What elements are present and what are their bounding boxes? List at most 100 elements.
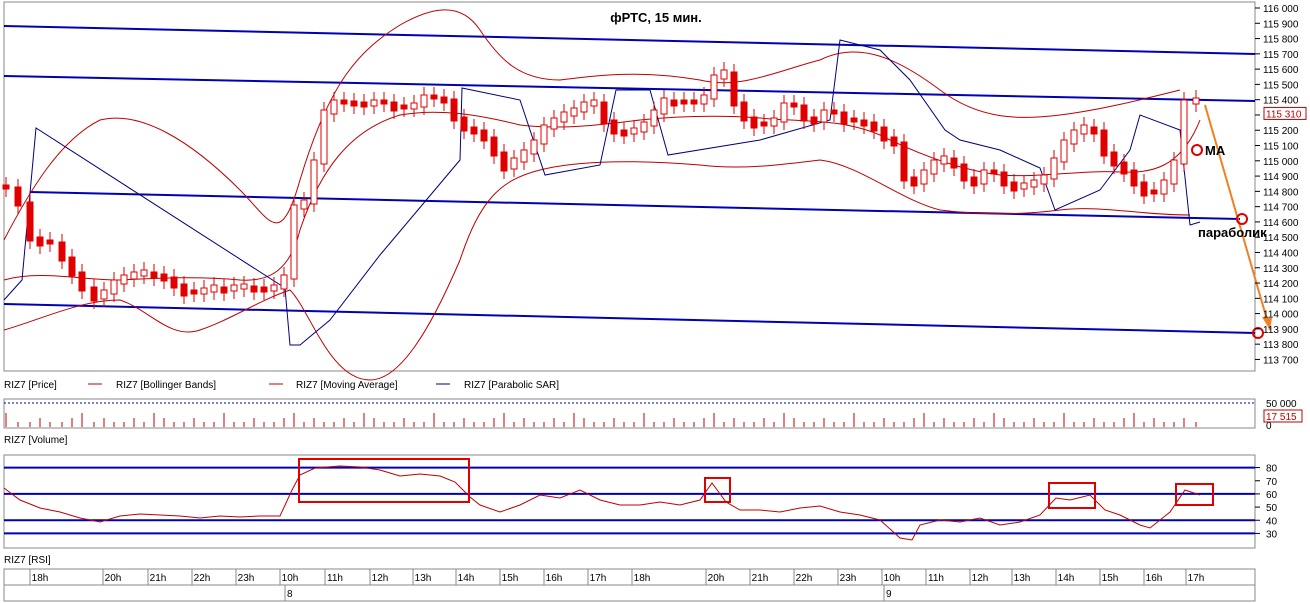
- candlestick: [600, 94, 608, 132]
- price-tick-label: 115 600: [1263, 65, 1299, 76]
- candlestick: [810, 109, 818, 132]
- candlestick: [270, 277, 278, 299]
- candlestick: [440, 89, 448, 111]
- candlestick: [830, 102, 838, 122]
- current-price-box: [1263, 106, 1307, 120]
- price-legend: RIZ7 [Price] RIZ7 [Bollinger Bands] RIZ7…: [4, 380, 559, 391]
- candlestick: [720, 62, 728, 87]
- target-marker: [1252, 327, 1264, 339]
- price-tick-label: 115 000: [1263, 157, 1299, 168]
- candlestick: [790, 95, 798, 115]
- rsi-highlight-box: [704, 477, 731, 503]
- candlestick: [110, 272, 118, 302]
- rsi-highlight-box: [1175, 483, 1214, 506]
- candlestick: [1192, 90, 1200, 112]
- candlestick: [90, 279, 98, 309]
- rsi-highlight-box: [298, 458, 470, 503]
- candlestick: [960, 156, 968, 189]
- candlestick: [410, 95, 418, 117]
- candlestick: [990, 162, 998, 182]
- candlestick: [360, 94, 368, 115]
- sar-annotation: параболик: [1198, 225, 1267, 240]
- trend-line: [3, 75, 1256, 102]
- candlestick: [950, 150, 958, 176]
- candlestick: [860, 112, 868, 134]
- hour-label: 13h: [415, 573, 432, 584]
- candlestick: [500, 144, 508, 179]
- candlestick: [760, 114, 768, 134]
- current-price-label: 115 310: [1266, 109, 1302, 120]
- candlestick: [280, 267, 288, 297]
- hour-label: 13h: [1014, 573, 1031, 584]
- volume-tick-0: 0: [1266, 421, 1272, 432]
- rsi-tick-label: 60: [1266, 490, 1278, 501]
- ma-marker: [1191, 144, 1203, 156]
- candlestick: [330, 92, 338, 122]
- candlestick: [290, 197, 298, 287]
- candlestick: [1050, 150, 1058, 187]
- ma-annotation: MA: [1205, 143, 1226, 158]
- candlestick: [58, 234, 66, 269]
- legend-ma: RIZ7 [Moving Average]: [296, 380, 398, 391]
- hour-label: 10h: [282, 573, 299, 584]
- volume-current-value: 17 515: [1266, 412, 1297, 423]
- hour-label: 17h: [590, 573, 607, 584]
- candlestick: [150, 264, 158, 286]
- candlestick: [36, 229, 44, 254]
- hour-label: 22h: [796, 573, 813, 584]
- day-label: 8: [287, 589, 293, 600]
- hour-label: 16h: [546, 573, 563, 584]
- hour-label: 21h: [150, 573, 167, 584]
- candlestick: [300, 192, 308, 217]
- price-tick-label: 114 700: [1263, 203, 1299, 214]
- hour-label: 15h: [1102, 573, 1119, 584]
- price-panel: [3, 1, 1256, 372]
- candlestick: [1030, 172, 1038, 195]
- hour-label: 17h: [1188, 573, 1205, 584]
- candlestick: [1140, 174, 1148, 204]
- candlestick: [650, 102, 658, 134]
- candlestick: [400, 97, 408, 117]
- candlestick: [2, 177, 10, 197]
- candlestick: [530, 132, 538, 162]
- hour-label: 23h: [840, 573, 857, 584]
- candlestick: [890, 129, 898, 154]
- candlestick: [1180, 92, 1188, 172]
- rsi-tick-label: 40: [1266, 516, 1278, 527]
- price-tick-label: 114 300: [1263, 264, 1299, 275]
- hour-label: 11h: [327, 573, 343, 584]
- price-tick-label: 114 600: [1263, 218, 1299, 229]
- candlestick: [340, 92, 348, 112]
- candlestick: [1090, 119, 1098, 142]
- hour-label: 14h: [458, 573, 475, 584]
- candlestick: [350, 93, 358, 114]
- candlestick: [1020, 175, 1028, 197]
- trend-line: [3, 25, 1256, 55]
- candlestick: [1130, 162, 1138, 194]
- price-tick-label: 113 700: [1263, 355, 1299, 366]
- price-tick-label: 115 800: [1263, 35, 1299, 46]
- forecast-arrowhead: [1262, 317, 1272, 330]
- hour-label: 21h: [752, 573, 769, 584]
- parabolic-sar: [3, 39, 1201, 346]
- candlestick: [1120, 154, 1128, 182]
- candlestick: [46, 232, 54, 252]
- hour-label: 20h: [105, 573, 122, 584]
- candlestick: [14, 179, 22, 214]
- hour-label: 10h: [884, 573, 901, 584]
- trend-line: [3, 303, 1256, 334]
- candlestick: [1000, 164, 1008, 194]
- candlestick: [980, 162, 988, 192]
- candlestick: [240, 276, 248, 297]
- candlestick: [100, 282, 108, 307]
- candlestick: [310, 152, 318, 212]
- price-tick-label: 115 200: [1263, 126, 1299, 137]
- candlestick: [220, 279, 228, 301]
- volume-tick-50000: 50 000: [1266, 399, 1297, 410]
- price-tick-label: 115 500: [1263, 80, 1299, 91]
- candlestick: [610, 112, 618, 142]
- candlestick: [180, 276, 188, 304]
- bollinger-lower: [3, 159, 1191, 381]
- candlestick: [970, 169, 978, 194]
- candlestick: [940, 148, 948, 172]
